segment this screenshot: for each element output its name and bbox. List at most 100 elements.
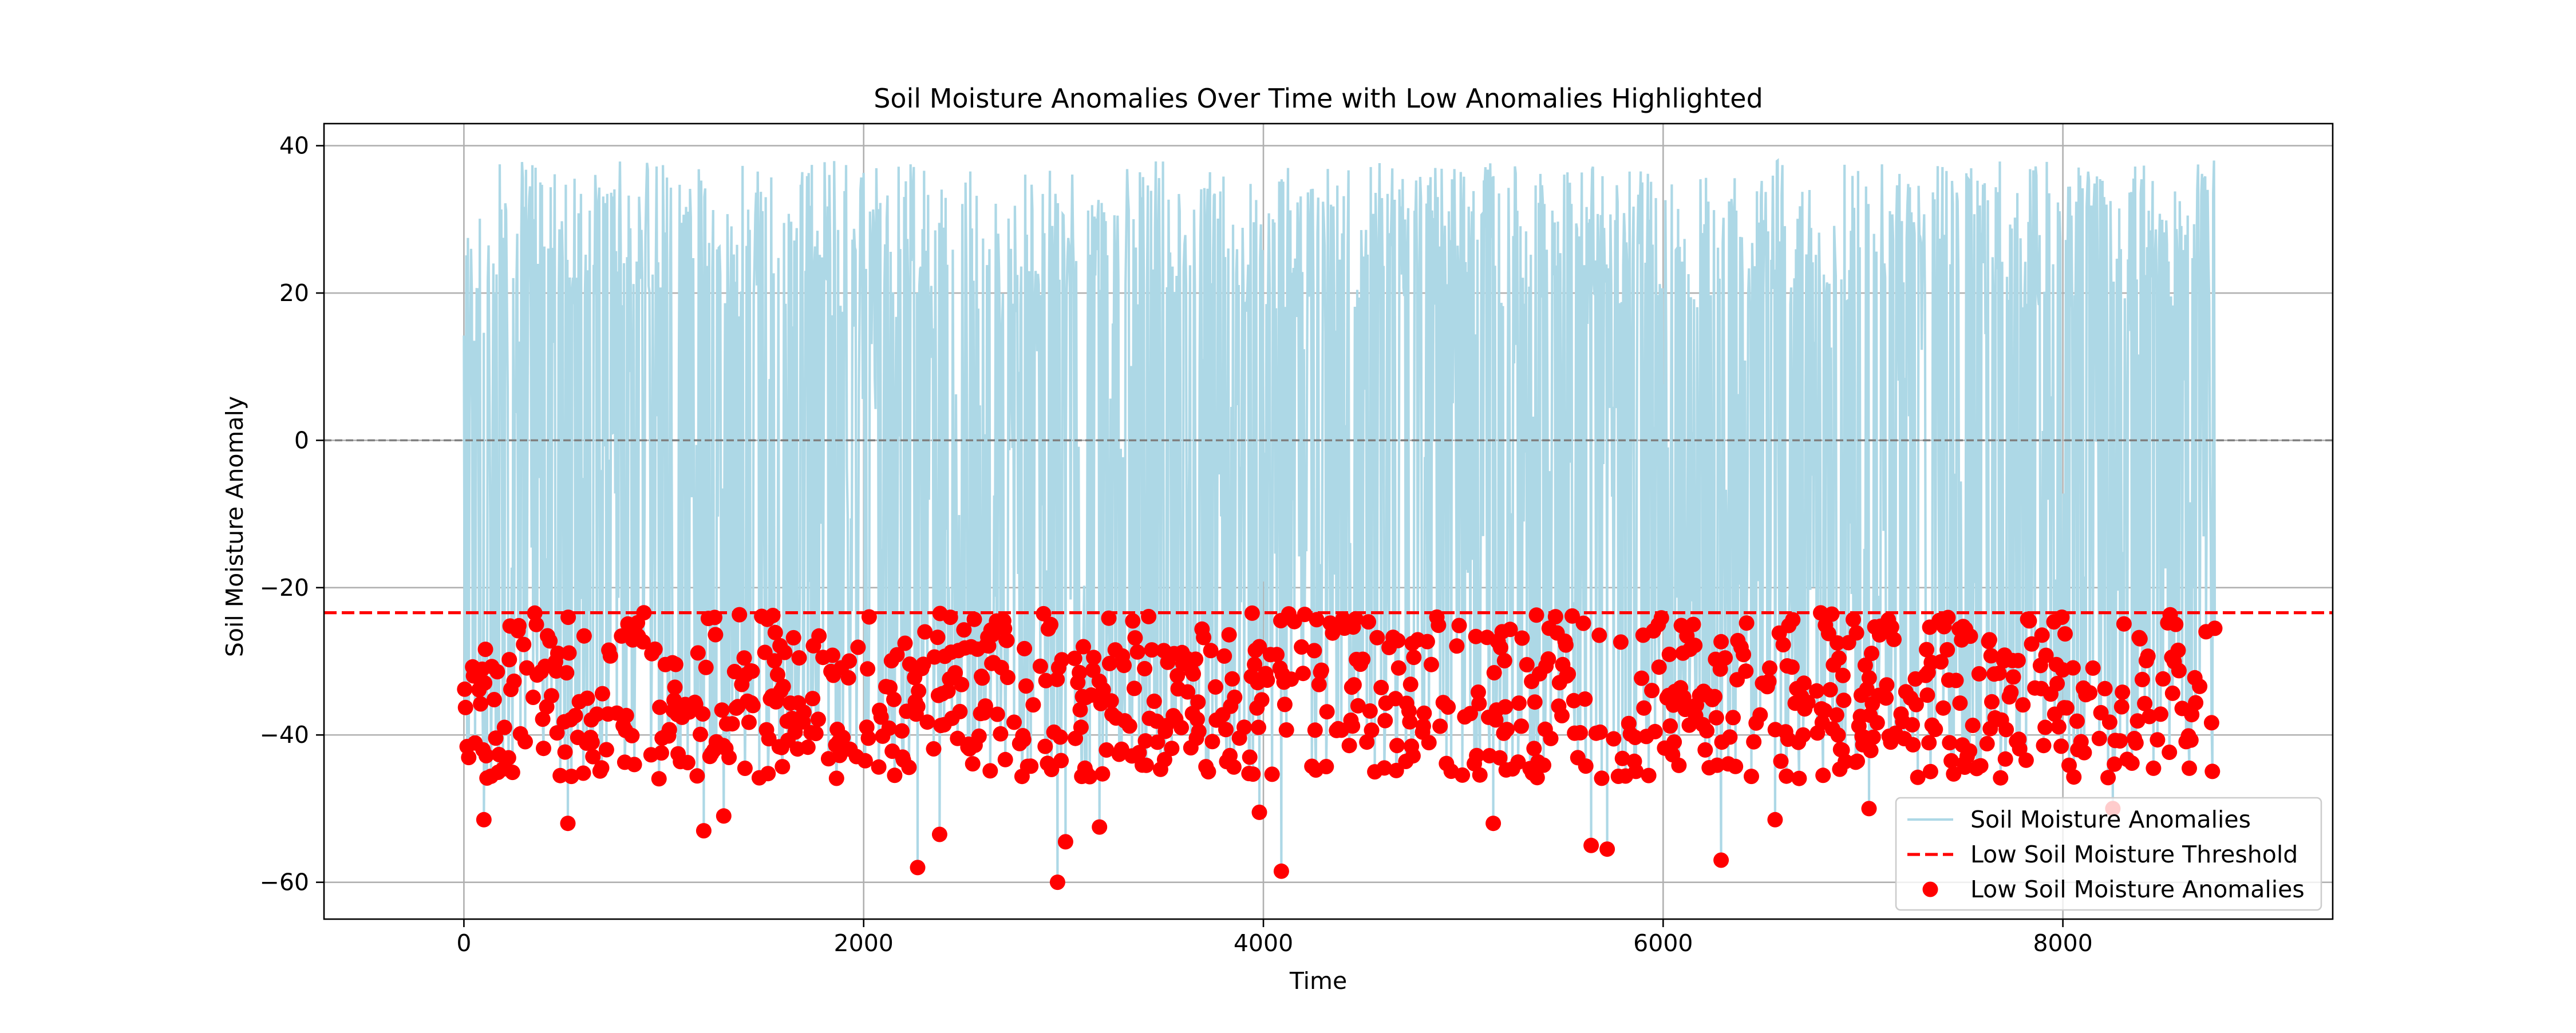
low-anomaly-point <box>886 691 902 707</box>
low-anomaly-point <box>999 632 1015 648</box>
low-anomaly-point <box>1309 612 1325 628</box>
low-anomaly-point <box>1613 634 1629 650</box>
low-anomaly-point <box>901 759 917 775</box>
low-anomaly-point <box>698 659 714 675</box>
low-anomaly-point <box>1224 671 1240 687</box>
low-anomaly-point <box>808 726 824 742</box>
x-tick-label: 8000 <box>2033 929 2092 957</box>
low-anomaly-point <box>1242 749 1258 765</box>
low-anomaly-point <box>1831 650 1847 666</box>
low-anomaly-point <box>1066 650 1082 666</box>
x-tick-label: 6000 <box>1633 929 1693 957</box>
low-anomaly-point <box>1146 693 1162 709</box>
low-anomaly-point <box>1125 613 1141 629</box>
low-anomaly-point <box>1713 634 1729 650</box>
low-anomaly-point <box>1942 735 1958 751</box>
low-anomaly-point <box>2034 627 2050 643</box>
low-anomaly-point <box>1373 679 1389 695</box>
low-anomaly-point <box>1644 683 1660 699</box>
low-anomaly-point <box>1364 722 1380 738</box>
low-anomaly-point <box>1869 715 1885 731</box>
low-anomaly-point <box>2015 697 2031 713</box>
low-anomaly-point <box>811 628 827 644</box>
low-anomaly-point <box>542 633 558 649</box>
low-anomaly-point <box>2184 707 2200 723</box>
legend-box <box>1895 797 2322 911</box>
low-anomaly-point <box>1180 684 1196 700</box>
low-anomaly-point <box>1824 606 1840 622</box>
low-anomaly-point <box>594 760 610 776</box>
x-tick-label: 2000 <box>834 929 894 957</box>
low-anomaly-point <box>1791 770 1807 786</box>
low-anomaly-point <box>1795 727 1811 743</box>
low-anomaly-point <box>1498 699 1514 715</box>
low-anomaly-point <box>1809 683 1824 699</box>
low-anomaly-point <box>575 765 591 781</box>
low-anomaly-point <box>1095 682 1111 698</box>
low-anomaly-point <box>1190 694 1206 710</box>
low-anomaly-point <box>1423 656 1439 672</box>
low-anomaly-point <box>2124 755 2140 771</box>
low-anomaly-point <box>767 653 783 669</box>
low-anomaly-point <box>926 741 942 757</box>
low-anomaly-point <box>1528 607 1544 623</box>
low-anomaly-point <box>1200 764 1216 779</box>
low-anomaly-point <box>1752 707 1768 723</box>
low-anomaly-point <box>1306 643 1322 659</box>
low-anomaly-point <box>1032 658 1048 674</box>
low-anomaly-point <box>2171 663 2187 679</box>
low-anomaly-point <box>1390 632 1406 648</box>
low-anomaly-point <box>2061 757 2077 773</box>
low-anomaly-point <box>2085 660 2101 676</box>
low-anomaly-point <box>1313 662 1329 678</box>
low-anomaly-point <box>1865 729 1881 745</box>
low-anomaly-point <box>1188 651 1204 667</box>
low-anomaly-point <box>897 635 913 651</box>
low-anomaly-point <box>911 683 927 699</box>
low-anomaly-point <box>2203 715 2219 731</box>
low-anomaly-point <box>1861 801 1877 817</box>
low-anomaly-point <box>476 812 492 828</box>
low-anomaly-point <box>2204 763 2221 779</box>
low-anomaly-point <box>785 630 801 646</box>
low-anomaly-point <box>1744 769 1759 785</box>
low-anomaly-point <box>1277 696 1293 713</box>
low-anomaly-point <box>2155 671 2171 687</box>
low-anomaly-point <box>857 753 873 769</box>
low-anomaly-point <box>1536 757 1551 773</box>
low-anomaly-point <box>894 723 910 739</box>
low-anomaly-point <box>1355 651 1371 667</box>
low-anomaly-point <box>1591 627 1607 643</box>
low-anomaly-point <box>652 699 668 715</box>
low-anomaly-point <box>1614 750 1630 766</box>
low-anomaly-point <box>1149 734 1165 750</box>
low-anomaly-point <box>2101 714 2117 730</box>
low-anomaly-point <box>1973 758 1989 774</box>
low-anomaly-point <box>708 627 724 643</box>
low-anomaly-point <box>1485 816 1502 832</box>
low-anomaly-point <box>761 731 777 747</box>
low-anomaly-point <box>1076 639 1091 655</box>
low-anomaly-point <box>1251 639 1267 655</box>
low-anomaly-point <box>1577 691 1593 707</box>
low-anomaly-point <box>1543 730 1559 746</box>
low-anomaly-point <box>736 650 752 666</box>
low-anomaly-point <box>1402 676 1419 692</box>
low-anomaly-point <box>2005 669 2021 685</box>
low-anomaly-point <box>800 739 816 755</box>
low-anomaly-point <box>1189 711 1205 727</box>
low-anomaly-point <box>1037 738 1053 754</box>
low-anomaly-point <box>2134 671 2150 687</box>
low-anomaly-point <box>1910 769 1926 785</box>
low-anomaly-point <box>1072 702 1088 718</box>
low-anomaly-point <box>902 656 918 672</box>
low-anomaly-point <box>2152 706 2168 722</box>
legend-label: Low Soil Moisture Anomalies <box>1970 876 2305 903</box>
low-anomaly-point <box>1203 643 1219 659</box>
low-anomaly-point <box>1785 612 1801 628</box>
low-anomaly-point <box>1817 703 1832 719</box>
low-anomaly-point <box>461 750 477 766</box>
low-anomaly-point <box>1416 705 1432 721</box>
low-anomaly-point <box>1431 618 1447 634</box>
